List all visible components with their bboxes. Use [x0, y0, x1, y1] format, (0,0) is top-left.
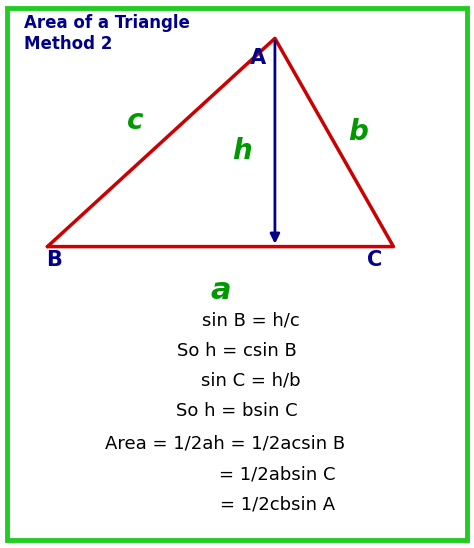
Text: a: a [210, 276, 231, 305]
Text: h: h [232, 136, 252, 165]
Text: A: A [250, 48, 266, 67]
Text: b: b [348, 117, 368, 146]
Text: C: C [367, 250, 382, 270]
Text: sin C = h/b: sin C = h/b [201, 372, 301, 390]
Text: Area = 1/2ah = 1/2acsin B: Area = 1/2ah = 1/2acsin B [105, 435, 345, 453]
Text: B: B [46, 250, 63, 270]
Text: So h = bsin C: So h = bsin C [176, 402, 298, 420]
Text: sin B = h/c: sin B = h/c [202, 312, 300, 329]
Text: So h = csin B: So h = csin B [177, 342, 297, 359]
Text: = 1/2cbsin A: = 1/2cbsin A [220, 495, 335, 513]
Text: Area of a Triangle
Method 2: Area of a Triangle Method 2 [24, 14, 190, 53]
Text: = 1/2absin C: = 1/2absin C [219, 465, 336, 483]
Text: c: c [127, 106, 143, 135]
